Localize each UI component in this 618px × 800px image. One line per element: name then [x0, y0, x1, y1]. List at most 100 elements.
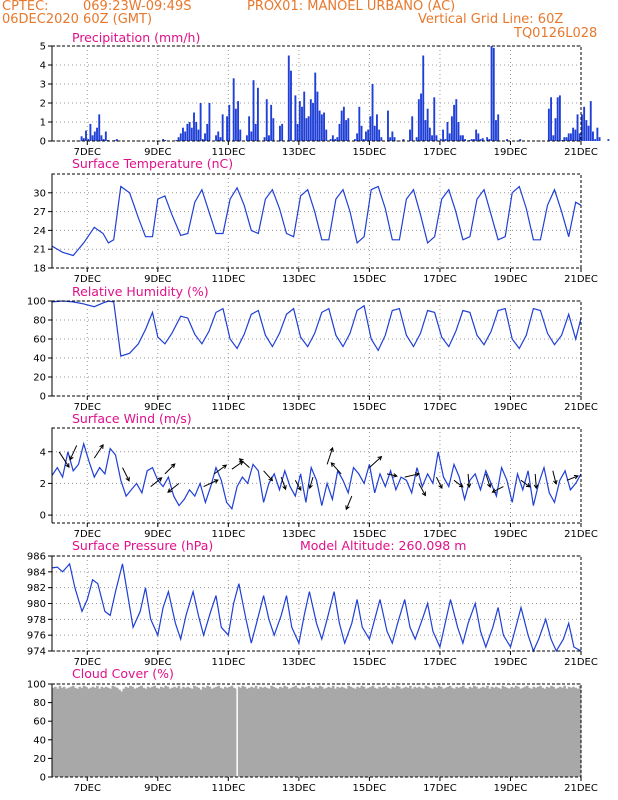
cloud-column [221, 688, 225, 777]
cloud-column [115, 687, 119, 777]
cloud-column [274, 687, 278, 777]
cloud-column [530, 688, 533, 777]
precip-bar [490, 46, 493, 141]
cloud-column [223, 686, 227, 777]
precip-ytick-label-0: 0 [40, 137, 46, 148]
cloud-column [63, 686, 66, 777]
wind-arrow-25 [485, 473, 492, 489]
wind-arrow-8 [213, 464, 228, 475]
precip-bar [93, 131, 96, 141]
wind-title: Surface Wind (m/s) [72, 411, 192, 426]
precip-xtick-label-7: 21DEC [564, 147, 598, 158]
wind-arrow-10 [238, 458, 250, 468]
precip-bar [215, 135, 217, 141]
wind-arrow-16 [330, 462, 342, 475]
cloud-column [272, 686, 276, 777]
cloud-column [371, 685, 375, 777]
cloud-column [486, 685, 489, 777]
precip-bar [479, 139, 482, 141]
precip-bar [263, 137, 266, 141]
cloud-column [565, 688, 569, 777]
cloud-column [217, 685, 220, 777]
cloud-column [576, 688, 580, 777]
precip-bar [470, 139, 473, 141]
cloud-column [347, 685, 350, 777]
cloud-column [420, 687, 423, 777]
precip-bar [217, 131, 220, 141]
precip-bar [268, 135, 270, 141]
precip-bar [420, 93, 422, 141]
precip-bar [472, 139, 475, 141]
cloud-column [250, 686, 253, 777]
cloud-column [133, 688, 137, 777]
cloud-column [60, 687, 64, 777]
precip-bar [409, 129, 411, 141]
cloud-column [245, 688, 249, 777]
cloud-column [190, 688, 194, 777]
precip-bar [391, 131, 394, 141]
cloud-column [470, 687, 474, 777]
precip-bar [345, 120, 348, 141]
wind-arrow-1 [69, 445, 78, 461]
precip-bar [287, 55, 290, 141]
cloud-column [305, 686, 309, 777]
cloud-column [52, 687, 55, 777]
precip-bar [232, 78, 235, 141]
cloud-column [307, 685, 311, 777]
cloud-column [166, 686, 170, 777]
rh-xtick-label-7: 21DEC [564, 402, 598, 413]
cloud-xtick-label-3: 13DEC [282, 783, 316, 794]
precip-bar [422, 55, 425, 141]
cloud-xtick-label-0: 7DEC [74, 783, 101, 794]
cloud-column [453, 688, 456, 777]
precip-bar [248, 116, 251, 141]
wind-arrow-30 [566, 474, 579, 481]
rh-xtick-label-0: 7DEC [74, 402, 101, 413]
cloud-column [554, 688, 558, 777]
cloud-column [459, 686, 463, 777]
cloud-column [69, 686, 73, 777]
wind-xtick-label-0: 7DEC [74, 529, 101, 540]
wind-arrow-29 [552, 470, 558, 485]
cloud-column [173, 686, 176, 777]
cloud-column [113, 686, 117, 777]
precip-bar [294, 95, 297, 141]
cloud-column [574, 687, 577, 777]
cloud-column [58, 685, 62, 777]
cloud-column [450, 687, 454, 777]
cloud-column [534, 687, 538, 777]
cloud-column [259, 686, 262, 777]
cloud-column [287, 688, 291, 777]
precip-bar [461, 135, 464, 141]
precip-bar [435, 135, 438, 141]
cloud-ytick-label-5: 100 [27, 680, 46, 691]
cloud-column [578, 685, 582, 777]
cloud-column [367, 687, 370, 777]
cloud-column [298, 688, 302, 777]
precip-bar [190, 127, 193, 141]
precip-bar [481, 138, 484, 141]
wind-arrow-20 [404, 472, 421, 478]
cloud-column [171, 687, 174, 777]
cloud-column [228, 686, 231, 777]
rh-ytick-label-0: 0 [40, 392, 46, 403]
cloud-column [124, 686, 128, 777]
precip-bar [424, 120, 427, 141]
precip-bar [206, 123, 209, 141]
cloud-column [561, 687, 564, 777]
precip-bar [254, 123, 257, 141]
pres-title: Surface Pressure (hPa) [72, 538, 213, 553]
precip-xtick-label-2: 11DEC [211, 147, 245, 158]
precip-bar [296, 123, 299, 141]
precip-bar [336, 137, 339, 141]
cloud-column [428, 687, 432, 777]
rh-xtick-label-4: 15DEC [353, 402, 387, 413]
precip-bar [376, 114, 378, 141]
cloud-column [395, 685, 399, 777]
cloud-column [206, 685, 209, 777]
precip-bar [583, 106, 586, 141]
wind-arrow-6 [167, 483, 180, 493]
precip-bar [162, 139, 165, 141]
precip-bar [439, 139, 442, 141]
